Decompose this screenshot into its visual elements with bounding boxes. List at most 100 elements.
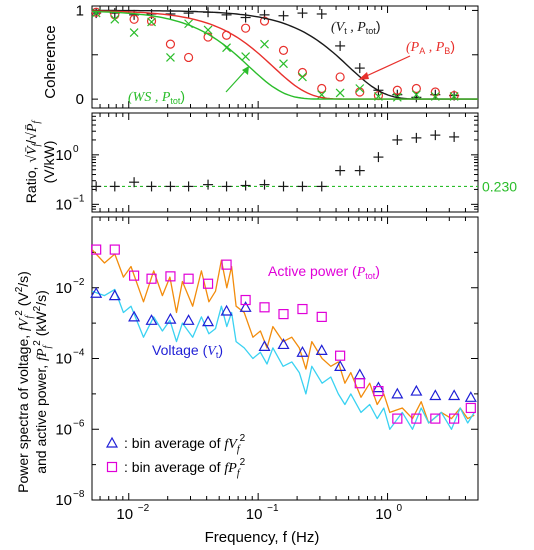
panel-frame bbox=[91, 216, 479, 501]
triangle-marker bbox=[128, 310, 141, 322]
fit-curve bbox=[91, 10, 478, 100]
square-marker bbox=[430, 413, 441, 424]
triangle-marker bbox=[182, 314, 195, 325]
y-tick-label: 10 bbox=[55, 147, 72, 164]
circle-marker bbox=[183, 52, 194, 63]
square-marker bbox=[278, 308, 289, 320]
annotation-arrowhead bbox=[242, 66, 249, 75]
triangle-marker bbox=[108, 289, 121, 301]
annotation-ws-ptot: (WS , Ptot) bbox=[128, 88, 185, 106]
y-tick-label: 10 bbox=[55, 351, 72, 368]
legend: : bin average of fVf2: bin average of fP… bbox=[105, 433, 246, 479]
panel-frames bbox=[91, 5, 479, 501]
legend-entry: : bin average of fPf2 bbox=[124, 457, 246, 479]
triangle-marker bbox=[258, 340, 271, 351]
square-marker bbox=[91, 244, 102, 255]
cross-marker bbox=[147, 17, 156, 27]
annotation-arrowhead bbox=[358, 72, 369, 80]
y-tick-label: 10 bbox=[55, 280, 72, 297]
y-tick-label-exponent: 0 bbox=[73, 144, 79, 155]
coherence-y-label: Coherence bbox=[42, 25, 59, 98]
triangle-marker bbox=[202, 315, 215, 327]
triangle-marker bbox=[220, 304, 233, 316]
triangle-marker bbox=[410, 384, 423, 396]
x-axis-label: Frequency, f (Hz) bbox=[205, 529, 320, 546]
cross-marker bbox=[166, 53, 175, 62]
ratio-panel: 10 −110 00.230 bbox=[55, 112, 517, 213]
y-tick-label: 10 bbox=[55, 196, 72, 213]
x-tick-label: 10 bbox=[116, 506, 133, 523]
circle-marker bbox=[392, 85, 402, 95]
square-marker bbox=[240, 294, 251, 306]
legend-entry: : bin average of fVf2 bbox=[124, 433, 246, 455]
annotation-pa-pb: (PA , PB) bbox=[406, 38, 455, 56]
reference-line-label: 0.230 bbox=[482, 178, 517, 194]
annotation-arrow bbox=[225, 69, 247, 93]
y-tick-label-exponent: −6 bbox=[73, 418, 85, 429]
triangle-marker bbox=[296, 346, 309, 357]
spectra-y-label: Power spectra of voltage, fVf2 (V2/s) an… bbox=[14, 271, 53, 493]
square-marker bbox=[411, 413, 422, 424]
annotation-vt-ptot: (Vt , Ptot) bbox=[331, 18, 380, 36]
square-marker bbox=[335, 350, 346, 361]
y-tick-label-exponent: −1 bbox=[73, 193, 85, 204]
triangle-marker bbox=[448, 389, 461, 401]
cross-marker bbox=[279, 59, 288, 69]
triangle-marker bbox=[315, 344, 328, 355]
square-marker bbox=[109, 244, 120, 255]
square-marker bbox=[465, 402, 476, 414]
cross-marker bbox=[298, 72, 307, 82]
y-tick-label: 10 bbox=[55, 492, 72, 509]
circle-marker bbox=[241, 23, 251, 33]
cross-marker bbox=[222, 43, 231, 53]
circle-marker bbox=[259, 16, 270, 26]
square-marker bbox=[449, 413, 460, 424]
legend-square-icon bbox=[106, 461, 118, 473]
circle-marker bbox=[129, 14, 139, 24]
square-marker bbox=[297, 303, 308, 315]
cross-marker bbox=[110, 14, 120, 24]
triangle-marker bbox=[391, 387, 404, 399]
circle-marker bbox=[297, 67, 308, 78]
ratio-y-label-line2: (V/kW) bbox=[41, 141, 57, 184]
triangle-marker bbox=[429, 389, 442, 401]
ratio-y-label-line1: Ratio, √V̄f/√P̄f bbox=[23, 120, 42, 204]
ratio-y-label: Ratio, √V̄f/√P̄f (V/kW) bbox=[23, 120, 57, 204]
square-marker bbox=[316, 311, 327, 322]
square-marker bbox=[354, 378, 365, 389]
annotation-voltage: Voltage (Vt) bbox=[152, 342, 223, 360]
annotation-arrow bbox=[361, 55, 411, 79]
spectra-y-label-line2: and active power, fPf2 (kW2/s) bbox=[32, 290, 53, 474]
y-tick-label: 10 bbox=[55, 421, 72, 438]
cross-marker bbox=[260, 39, 269, 49]
triangle-marker bbox=[90, 286, 103, 298]
circle-marker bbox=[317, 83, 327, 94]
circle-marker bbox=[278, 45, 289, 55]
spectrum-line bbox=[92, 249, 475, 424]
y-tick-label: 1 bbox=[76, 2, 84, 19]
cross-marker bbox=[355, 84, 365, 93]
square-marker bbox=[259, 302, 270, 313]
x-tick-label: 10 bbox=[375, 506, 392, 523]
panel-frame bbox=[91, 112, 479, 213]
triangle-marker bbox=[334, 360, 347, 371]
spectrum-line bbox=[92, 288, 475, 430]
square-marker bbox=[129, 270, 140, 281]
spectra-lines bbox=[92, 249, 475, 430]
square-marker bbox=[221, 259, 232, 270]
panel-frame bbox=[91, 5, 479, 109]
cross-marker bbox=[129, 28, 139, 38]
x-tick-label: 10 bbox=[246, 506, 263, 523]
square-marker bbox=[373, 385, 384, 397]
circle-marker bbox=[165, 39, 176, 49]
x-tick-label-exponent: 0 bbox=[397, 503, 403, 514]
triangle-marker bbox=[277, 338, 290, 350]
cross-marker bbox=[335, 88, 345, 98]
y-tick-label-exponent: −2 bbox=[73, 277, 85, 288]
square-marker bbox=[183, 273, 194, 284]
square-marker bbox=[202, 278, 214, 289]
cross-marker bbox=[241, 52, 251, 61]
triangle-marker bbox=[353, 368, 366, 380]
